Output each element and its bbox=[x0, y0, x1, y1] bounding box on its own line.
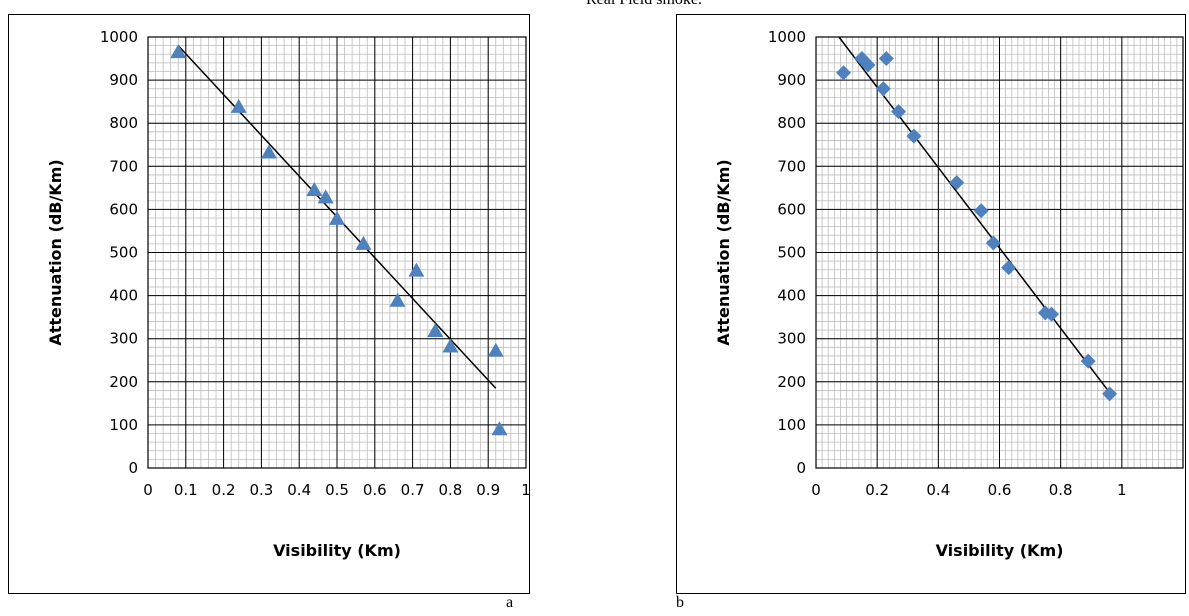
data-point-triangle bbox=[170, 44, 187, 59]
y-tick-label: 500 bbox=[109, 244, 138, 262]
x-tick-label: 0.6 bbox=[988, 481, 1012, 499]
y-tick-label: 700 bbox=[777, 157, 806, 175]
x-tick-label: 0.5 bbox=[325, 481, 349, 499]
data-point-triangle bbox=[427, 322, 444, 337]
chart-b-label: b bbox=[676, 594, 684, 611]
grid-lines bbox=[147, 36, 527, 469]
data-point-triangle bbox=[491, 421, 508, 436]
x-tick-label: 0 bbox=[811, 481, 821, 499]
y-axis-title: Attenuation (dB/Km) bbox=[714, 159, 733, 345]
chart-a-label: a bbox=[506, 594, 514, 611]
data-point-triangle bbox=[306, 182, 323, 197]
x-axis-title: Visibility (Km) bbox=[273, 541, 401, 560]
x-tick-label: 0.2 bbox=[212, 481, 236, 499]
x-tick-label: 0.4 bbox=[926, 481, 950, 499]
y-tick-label: 600 bbox=[109, 200, 138, 218]
chart-b: 0 0.2 0.4 0.6 0.8 1 0 100 200 300 400 500 600 700 800 9… bbox=[714, 28, 1184, 560]
y-tick-label: 300 bbox=[777, 330, 806, 348]
trendline bbox=[838, 36, 1111, 394]
x-tick-label: 0 bbox=[143, 481, 153, 499]
y-tick-label: 300 bbox=[109, 330, 138, 348]
plot-area-border bbox=[147, 36, 527, 469]
data-point-diamond bbox=[1043, 306, 1059, 322]
data-point-diamond bbox=[973, 203, 989, 219]
data-point-diamond bbox=[878, 51, 894, 67]
y-tick-label: 1000 bbox=[768, 28, 806, 46]
y-tick-label: 100 bbox=[109, 416, 138, 434]
y-tick-label: 400 bbox=[777, 287, 806, 305]
data-point-diamond bbox=[836, 65, 852, 81]
data-point-triangle bbox=[408, 262, 425, 277]
data-point-triangle bbox=[260, 144, 277, 159]
y-tick-label: 700 bbox=[109, 157, 138, 175]
x-tick-label: 0.1 bbox=[174, 481, 198, 499]
data-point-triangle bbox=[487, 342, 504, 357]
x-tick-label: 0.8 bbox=[438, 481, 462, 499]
x-axis-title: Visibility (Km) bbox=[936, 541, 1064, 560]
y-tick-label: 900 bbox=[109, 71, 138, 89]
x-tick-label: 0.3 bbox=[249, 481, 273, 499]
data-point-diamond bbox=[985, 235, 1001, 251]
data-point-triangle bbox=[230, 98, 247, 113]
data-point-diamond bbox=[875, 81, 891, 97]
chart-a-frame: 0 0.1 0.2 0.3 0.4 0.5 0.6 0.7 0.8 0.9 1 0 100 200 300 4… bbox=[8, 14, 531, 594]
y-tick-label: 0 bbox=[796, 459, 806, 477]
data-point-triangle bbox=[389, 292, 406, 307]
y-tick-label: 900 bbox=[777, 71, 806, 89]
x-tick-label: 1 bbox=[1117, 481, 1127, 499]
chart-b-frame: 0 0.2 0.4 0.6 0.8 1 0 100 200 300 400 500 600 700 800 9… bbox=[676, 14, 1186, 594]
chart-a: 0 0.1 0.2 0.3 0.4 0.5 0.6 0.7 0.8 0.9 1 0 100 200 300 4… bbox=[46, 28, 531, 560]
data-point-triangle bbox=[317, 189, 334, 204]
x-tick-label: 0.4 bbox=[287, 481, 311, 499]
data-point-diamond bbox=[906, 128, 922, 144]
data-point-triangle bbox=[442, 338, 459, 353]
data-point-diamond bbox=[860, 57, 876, 73]
plot-area-border bbox=[815, 36, 1184, 469]
data-point-diamond bbox=[1001, 260, 1017, 276]
y-tick-label: 0 bbox=[128, 459, 138, 477]
x-tick-label: 1 bbox=[521, 481, 529, 499]
y-tick-label: 500 bbox=[777, 244, 806, 262]
data-point-triangle bbox=[355, 235, 372, 250]
y-tick-label: 200 bbox=[777, 373, 806, 391]
data-point-triangle bbox=[329, 210, 345, 225]
y-tick-label: 1000 bbox=[100, 28, 138, 46]
y-tick-label: 100 bbox=[777, 416, 806, 434]
y-tick-label: 400 bbox=[109, 287, 138, 305]
data-point-diamond bbox=[891, 104, 907, 120]
y-tick-label: 800 bbox=[777, 114, 806, 132]
y-tick-label: 200 bbox=[109, 373, 138, 391]
grid-lines bbox=[815, 36, 1184, 469]
x-tick-label: 0.9 bbox=[476, 481, 500, 499]
data-point-diamond bbox=[1080, 353, 1096, 369]
y-tick-label: 600 bbox=[777, 200, 806, 218]
data-point-diamond bbox=[1102, 386, 1118, 402]
figure-caption-top: Real Field smoke. bbox=[586, 0, 702, 9]
x-tick-label: 0.6 bbox=[363, 481, 387, 499]
y-tick-label: 800 bbox=[109, 114, 138, 132]
data-point-diamond bbox=[854, 51, 870, 67]
data-point-diamond bbox=[949, 175, 965, 191]
x-tick-label: 0.2 bbox=[865, 481, 889, 499]
x-tick-label: 0.8 bbox=[1049, 481, 1073, 499]
y-axis-title: Attenuation (dB/Km) bbox=[46, 159, 65, 345]
x-tick-label: 0.7 bbox=[401, 481, 425, 499]
